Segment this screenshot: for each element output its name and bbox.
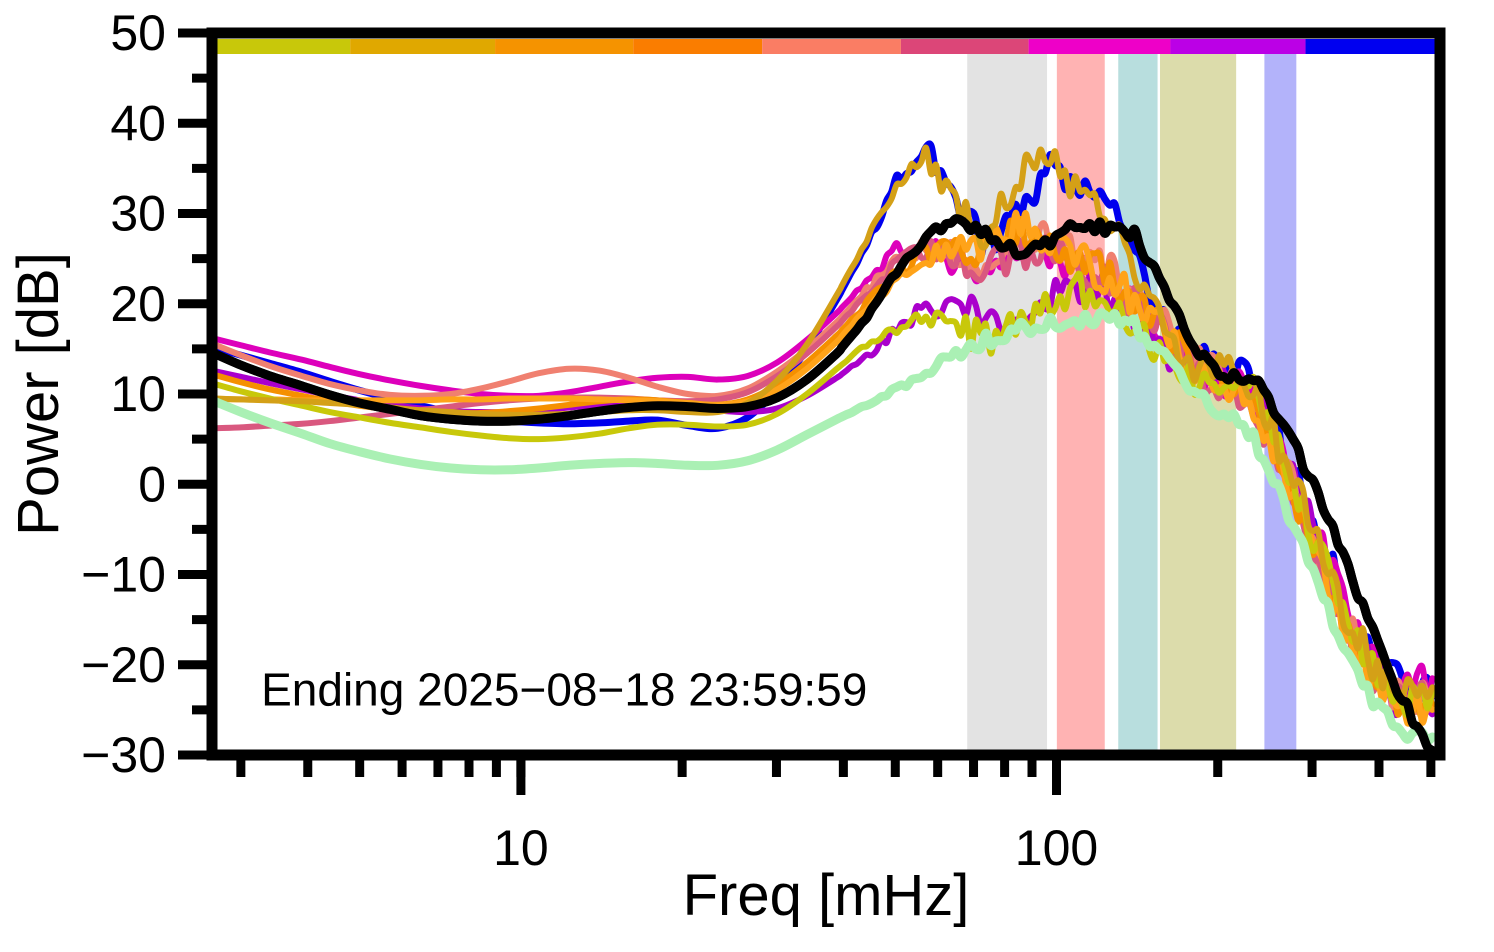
y-tick-label: 20 <box>110 276 166 332</box>
y-tick-label: 40 <box>110 95 166 151</box>
colorbar-segment-6 <box>1028 39 1171 54</box>
y-tick-label: 10 <box>110 366 166 422</box>
band-khaki <box>1160 53 1237 755</box>
colorbar-segment-5 <box>900 39 1029 54</box>
y-tick-label: −20 <box>81 637 166 693</box>
x-tick-label: 100 <box>1015 820 1098 876</box>
series-trace-goldenrod <box>212 144 1436 702</box>
x-axis-ticks: 10 100 <box>236 755 1436 876</box>
band-teal <box>1118 53 1158 755</box>
band-pink <box>1056 53 1105 755</box>
series-trace-olive <box>212 270 1436 718</box>
y-axis-label: Power [dB] <box>6 252 71 536</box>
colorbar-segment-3 <box>633 39 763 54</box>
y-axis-ticks: −30 −20 −10 0 10 20 30 40 50 <box>81 5 212 783</box>
colorbar-segment-4 <box>762 39 901 54</box>
spectra-lines <box>212 140 1437 755</box>
y-tick-label: 0 <box>138 456 166 512</box>
colorbar-segment-1 <box>350 39 496 54</box>
colorbar-segment-0 <box>212 39 351 54</box>
series-median-overlay <box>212 214 1437 755</box>
y-tick-label: 30 <box>110 186 166 242</box>
y-tick-label: 50 <box>110 5 166 61</box>
colorbar-segment-2 <box>495 39 634 54</box>
ending-timestamp-annotation: Ending 2025−08−18 23:59:59 <box>261 663 867 715</box>
y-tick-label: −30 <box>81 727 166 783</box>
x-axis-label: Freq [mHz] <box>683 863 970 928</box>
colorbar-segment-7 <box>1170 39 1306 54</box>
colorbar-segment-8 <box>1305 39 1440 54</box>
series-trace-lightgreen <box>212 308 1437 746</box>
x-tick-label: 10 <box>493 820 549 876</box>
y-tick-label: −10 <box>81 547 166 603</box>
time-colorbar <box>212 39 1440 54</box>
series-clip-group <box>212 140 1437 755</box>
